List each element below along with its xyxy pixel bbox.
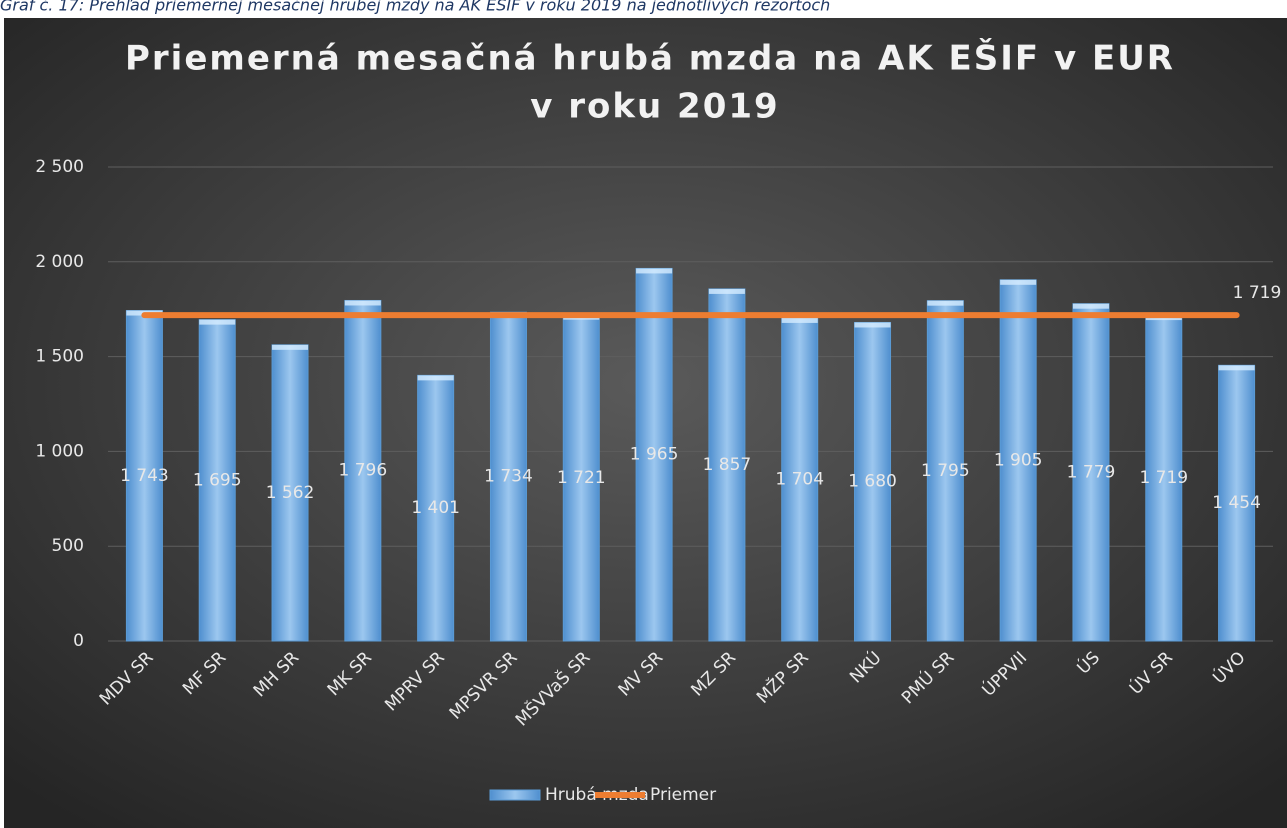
- bar-cap: [344, 300, 381, 306]
- data-label: 1 965: [630, 445, 679, 465]
- data-label: 1 905: [994, 450, 1043, 470]
- data-label: 1 857: [703, 455, 752, 475]
- y-tick-label: 1 500: [35, 347, 84, 367]
- caption: Graf č. 17: Prehľad priemernej mesačnej …: [0, 0, 830, 15]
- y-tick-label: 500: [52, 536, 84, 556]
- bar: [1145, 314, 1183, 642]
- data-label: 1 704: [775, 469, 824, 489]
- data-label: 1 454: [1212, 493, 1261, 513]
- bar-cap: [636, 268, 673, 274]
- bar: [125, 310, 163, 642]
- chart-title: v roku 2019: [530, 87, 779, 127]
- page-strip: [0, 0, 1287, 18]
- data-label: 1 695: [193, 470, 242, 490]
- legend-swatch: [489, 789, 541, 801]
- data-label: 1 795: [921, 461, 970, 481]
- bar: [999, 279, 1037, 642]
- bar: [417, 374, 455, 642]
- y-tick-label: 0: [73, 631, 84, 651]
- bar-cap: [417, 375, 454, 381]
- data-label: 1 779: [1067, 462, 1116, 482]
- bar: [489, 311, 527, 642]
- data-label: 1 719: [1139, 468, 1188, 488]
- bar: [708, 288, 746, 642]
- bar-cap: [708, 288, 745, 294]
- bar: [635, 267, 673, 642]
- data-label: 1 721: [557, 468, 606, 488]
- bar: [1218, 364, 1256, 642]
- data-label: 1 734: [484, 467, 533, 487]
- bar: [271, 344, 309, 642]
- bar-cap: [854, 322, 891, 328]
- bar: [854, 321, 892, 642]
- data-label: 1 562: [266, 483, 315, 503]
- data-label: 1 680: [848, 472, 897, 492]
- y-tick-label: 1 000: [35, 441, 84, 461]
- bar-cap: [1072, 303, 1109, 309]
- data-label: 1 796: [339, 461, 388, 481]
- bar: [781, 317, 819, 642]
- legend-label: Priemer: [650, 785, 716, 805]
- data-label: 1 719: [1233, 283, 1282, 303]
- bar: [926, 300, 964, 642]
- data-label: 1 743: [120, 466, 169, 486]
- bar: [1072, 303, 1110, 642]
- bar-cap: [781, 317, 818, 323]
- y-tick-label: 2 500: [35, 157, 84, 177]
- data-label: 1 401: [411, 498, 460, 518]
- bar-cap: [1218, 365, 1255, 371]
- bar: [344, 299, 382, 642]
- bar: [562, 314, 600, 642]
- y-tick-label: 2 000: [35, 252, 84, 272]
- bar-cap: [272, 344, 309, 350]
- chart-title: Priemerná mesačná hrubá mzda na AK EŠIF …: [125, 38, 1175, 79]
- bar-cap: [1000, 279, 1037, 285]
- bar-cap: [199, 319, 236, 325]
- bar: [198, 319, 236, 642]
- bar-cap: [927, 300, 964, 306]
